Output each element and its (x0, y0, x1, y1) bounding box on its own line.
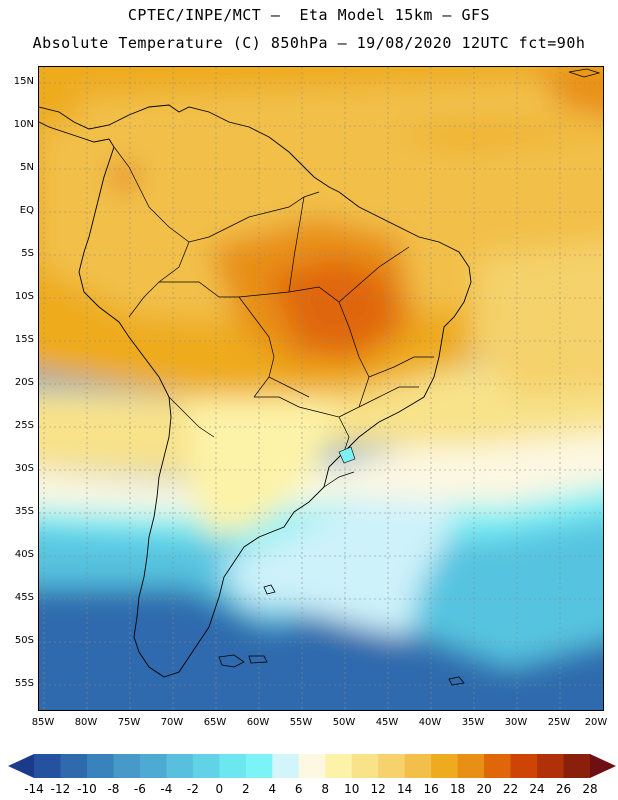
lat-label: 10N (13, 119, 34, 130)
colorbar-swatch (431, 754, 459, 778)
colorbar-label: 8 (321, 782, 330, 796)
temperature-map (38, 66, 604, 711)
colorbar-label: 0 (215, 782, 224, 796)
lon-label: 50W (332, 717, 356, 728)
colorbar-swatch (34, 754, 61, 778)
lat-label: 20S (14, 377, 34, 388)
lagoa-dos-patos (338, 446, 356, 464)
colorbar-swatch (484, 754, 512, 778)
temperature-field (39, 67, 603, 710)
lon-label: 30W (504, 717, 528, 728)
map-canvas (39, 67, 603, 710)
lon-label: 80W (74, 717, 98, 728)
lon-label: 85W (31, 717, 55, 728)
lat-label: 40S (14, 549, 34, 560)
colorbar-label: 10 (344, 782, 360, 796)
lat-label: 30S (14, 463, 34, 474)
lat-label: 45S (14, 592, 34, 603)
lat-label: 25S (14, 420, 34, 431)
colorbar-swatch (563, 754, 591, 778)
colorbar-label: -4 (160, 782, 173, 796)
colorbar-label: -6 (133, 782, 146, 796)
colorbar-label: 24 (529, 782, 545, 796)
colorbar-swatch (457, 754, 485, 778)
lat-label: 5S (21, 248, 34, 259)
lon-label: 75W (117, 717, 141, 728)
colorbar-label: 12 (370, 782, 386, 796)
colorbar-label: -14 (24, 782, 44, 796)
colorbar-swatch (8, 754, 34, 778)
colorbar-swatch (219, 754, 247, 778)
colorbar-label: 16 (423, 782, 439, 796)
colorbar-swatch (192, 754, 220, 778)
lon-label: 65W (203, 717, 227, 728)
colorbar-swatch (113, 754, 141, 778)
colorbar-label: 20 (476, 782, 492, 796)
lon-label: 55W (289, 717, 313, 728)
lat-label: 15N (13, 76, 34, 87)
colorbar-swatch (351, 754, 379, 778)
lon-label: 20W (584, 717, 608, 728)
lon-label: 25W (547, 717, 571, 728)
colorbar-label: -8 (107, 782, 120, 796)
lat-label: 35S (14, 506, 34, 517)
colorbar-label: 26 (555, 782, 572, 796)
colorbar-swatch (510, 754, 538, 778)
lat-label: 55S (14, 678, 34, 689)
colorbar-label: 6 (294, 782, 303, 796)
colorbar-label: 14 (397, 782, 413, 796)
colorbar-label: -2 (186, 782, 199, 796)
title-line-2: Absolute Temperature (C) 850hPa — 19/08/… (32, 34, 586, 52)
colorbar-swatch (537, 754, 565, 778)
lon-label: 60W (246, 717, 270, 728)
colorbar-label: 2 (241, 782, 250, 796)
colorbar-label: 18 (449, 782, 466, 796)
lat-label: 5N (20, 162, 34, 173)
colorbar-label: -10 (77, 782, 97, 796)
lat-label: EQ (19, 205, 34, 216)
colorbar-swatch (86, 754, 114, 778)
lon-label: 70W (160, 717, 184, 728)
colorbar-label: -12 (50, 782, 71, 796)
lat-label: 15S (14, 334, 34, 345)
lon-label: 40W (418, 717, 442, 728)
south-america-outline (39, 104, 472, 678)
colorbar-swatch (404, 754, 432, 778)
colorbar-label: 22 (502, 782, 519, 796)
colorbar-swatch (139, 754, 167, 778)
colorbar (8, 754, 616, 778)
colorbar-label: 28 (582, 782, 598, 796)
lon-label: 45W (375, 717, 399, 728)
lat-label: 50S (14, 635, 34, 646)
colorbar-swatch (298, 754, 326, 778)
colorbar-swatch (166, 754, 194, 778)
colorbar-swatch (272, 754, 300, 778)
colorbar-swatch (378, 754, 406, 778)
lon-label: 35W (461, 717, 485, 728)
graticule (39, 67, 603, 710)
colorbar-swatch (590, 754, 616, 778)
country-borders (113, 146, 434, 488)
islands (218, 68, 601, 686)
colorbar-swatch (60, 754, 88, 778)
colorbar-label: 4 (268, 782, 277, 796)
colorbar-swatch (325, 754, 353, 778)
title-line-1: CPTEC/INPE/MCT — Eta Model 15km — GFS (127, 6, 491, 24)
colorbar-swatch (245, 754, 273, 778)
lat-label: 10S (14, 291, 34, 302)
